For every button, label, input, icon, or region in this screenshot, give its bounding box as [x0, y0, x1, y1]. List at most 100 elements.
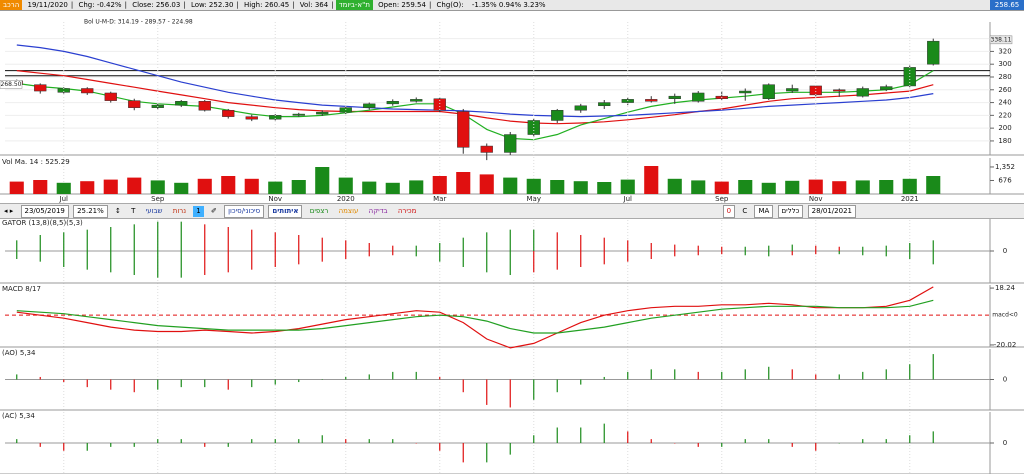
bar: [439, 376, 441, 380]
arrows[interactable]: ↕: [115, 206, 121, 215]
y-tick-label: 0: [1003, 247, 1007, 255]
bar: [885, 251, 887, 257]
text-tool[interactable]: T: [131, 206, 136, 215]
start-date[interactable]: 23/05/2019: [20, 204, 69, 218]
bar: [932, 354, 934, 380]
bar: [86, 379, 88, 388]
bar: [932, 240, 934, 251]
style[interactable]: נרות: [172, 206, 187, 215]
bar: [533, 229, 535, 251]
pen[interactable]: ✐: [210, 206, 217, 215]
low: Low: 252.30: [190, 1, 234, 9]
bar: [580, 379, 582, 385]
bar: [674, 369, 676, 380]
zero[interactable]: 0: [722, 204, 736, 218]
bar: [63, 232, 65, 251]
bar: [697, 443, 699, 447]
bar: [56, 182, 71, 194]
bar: [862, 371, 864, 380]
panel-title: MACD 8/17: [2, 285, 41, 293]
ma[interactable]: MA: [754, 204, 774, 218]
bar: [16, 374, 18, 380]
bar: [86, 229, 88, 251]
signals[interactable]: איתותים: [268, 204, 303, 218]
y-tick-label: 200: [998, 124, 1011, 132]
bar: [909, 251, 911, 259]
bar: [150, 180, 165, 194]
bar: [462, 443, 464, 463]
panel-title: (AO) 5,34: [2, 349, 36, 357]
nav[interactable]: ◂ ▸: [4, 206, 14, 215]
bar: [744, 439, 746, 443]
bar: [345, 376, 347, 380]
bar: [909, 435, 911, 443]
bar: [133, 443, 135, 447]
bar: [16, 240, 18, 251]
bar: [650, 243, 652, 251]
bar: [815, 443, 817, 451]
bar: [721, 251, 723, 255]
bar: [321, 251, 323, 262]
bar: [298, 251, 300, 265]
bar: [462, 237, 464, 251]
bar: [86, 251, 88, 270]
bar: [791, 369, 793, 380]
bar: [385, 182, 400, 194]
c[interactable]: C: [742, 206, 748, 215]
bar: [63, 443, 65, 451]
bar: [509, 379, 511, 408]
rules[interactable]: כללים: [777, 204, 804, 218]
bar: [885, 369, 887, 380]
line: [16, 44, 934, 118]
bar: [650, 369, 652, 380]
bar: [321, 379, 323, 380]
bar: [768, 366, 770, 380]
bar: [909, 364, 911, 380]
candle: [292, 113, 305, 116]
y-tick-label: 300: [998, 60, 1011, 68]
bar: [63, 379, 65, 383]
candle: [175, 101, 188, 106]
risk[interactable]: סיכוני/סיכון: [224, 204, 265, 218]
bar: [110, 443, 112, 447]
bar: [721, 246, 723, 251]
bar: [573, 181, 588, 194]
zoom[interactable]: 25.21%: [73, 204, 108, 218]
line: [16, 70, 934, 125]
bar: [39, 235, 41, 251]
sell[interactable]: מכירה: [397, 206, 417, 215]
bar: [39, 443, 41, 447]
bar: [932, 431, 934, 443]
strength[interactable]: עוצמה: [338, 206, 359, 215]
bar: [409, 180, 424, 194]
candle: [668, 95, 681, 99]
bar: [603, 376, 605, 380]
bar: [227, 443, 229, 447]
bar: [321, 435, 323, 443]
bar: [392, 371, 394, 380]
panel-title: Bol U-M-D: 314.19 - 289.57 - 224.98: [84, 19, 193, 26]
panel-title: GATOR (13,8)(8,5)(5,3): [2, 219, 83, 227]
period[interactable]: שבועי: [145, 206, 163, 215]
candle: [222, 109, 235, 117]
candle: [927, 40, 940, 65]
candle: [81, 88, 94, 94]
test[interactable]: בדיקה: [368, 206, 388, 215]
bar: [197, 178, 212, 194]
bar: [503, 177, 518, 194]
streaks[interactable]: רצפים: [309, 206, 329, 215]
candle: [880, 86, 893, 91]
bar: [674, 443, 676, 444]
candle: [645, 99, 658, 102]
bar: [251, 251, 253, 270]
bar: [244, 178, 259, 194]
bar: [744, 369, 746, 380]
bar: [644, 166, 659, 194]
count[interactable]: 1: [193, 205, 204, 217]
bar: [627, 371, 629, 380]
bar: [298, 439, 300, 443]
bar: [251, 229, 253, 251]
bar: [697, 371, 699, 380]
end-date[interactable]: 28/01/2021: [807, 204, 856, 218]
bar: [180, 251, 182, 278]
